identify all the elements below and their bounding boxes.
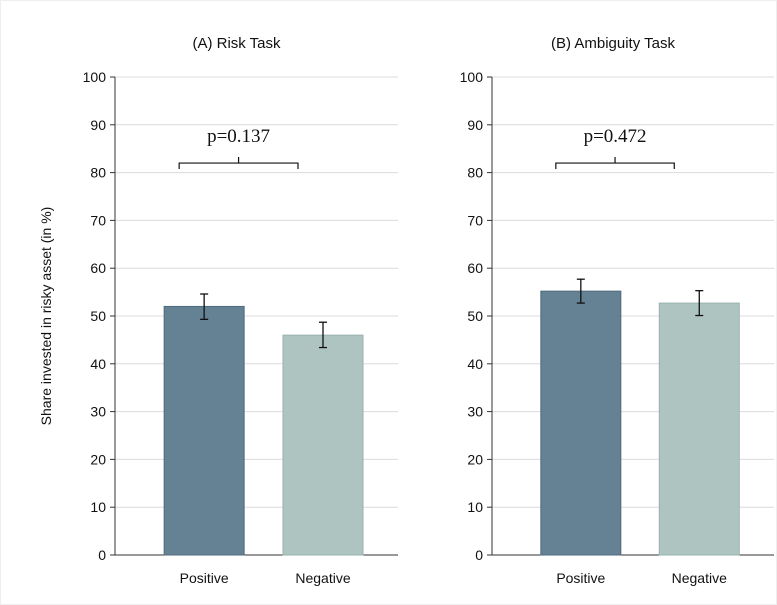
- panel-b-significance-bracket: [555, 157, 675, 170]
- panel-a-title: (A) Risk Task: [192, 35, 281, 52]
- panel-b-y-tick-label: 70: [467, 212, 483, 228]
- panel-a-category-label: Negative: [295, 570, 350, 586]
- panel-a-bar-positive: [163, 305, 245, 556]
- panel-b-y-tick-label: 30: [467, 404, 483, 420]
- panel-a-y-tick-label: 10: [90, 499, 106, 515]
- panel-b-y-tick-label: 40: [467, 356, 483, 372]
- panel-b-y-tick-label: 90: [467, 117, 483, 133]
- panel-a-significance-bracket: [178, 157, 299, 170]
- panel-a-y-tick-label: 60: [90, 260, 106, 276]
- panel-a-p-value: p=0.137: [207, 126, 270, 147]
- panel-a-y-tick-label: 0: [98, 547, 106, 563]
- panel-b-bar-negative: [658, 302, 740, 556]
- panel-b-y-tick-label: 10: [467, 499, 483, 515]
- panel-a-y-tick-label: 40: [90, 356, 106, 372]
- panel-b-y-tick-label: 80: [467, 165, 483, 181]
- panel-b-y-tick-label: 20: [467, 451, 483, 467]
- panel-a-bar-negative: [282, 334, 364, 556]
- panel-a-y-tick-label: 20: [90, 451, 106, 467]
- panel-b-y-tick-label: 0: [475, 547, 483, 563]
- panel-b-title: (B) Ambiguity Task: [551, 35, 675, 52]
- panel-a-y-tick-label: 80: [90, 165, 106, 181]
- panel-b-bar-positive: [540, 290, 622, 556]
- panel-a-y-tick-label: 50: [90, 308, 106, 324]
- panel-a-y-tick-label: 70: [90, 212, 106, 228]
- panel-a-category-label: Positive: [180, 570, 229, 586]
- panel-a-y-tick-label: 100: [83, 69, 107, 85]
- panel-b-category-label: Positive: [556, 570, 605, 586]
- panel-b-y-tick-label: 60: [467, 260, 483, 276]
- panel-b-y-tick-label: 100: [460, 69, 484, 85]
- panel-b-category-label: Negative: [672, 570, 727, 586]
- panel-b-y-tick-label: 50: [467, 308, 483, 324]
- panel-a-y-tick-label: 30: [90, 404, 106, 420]
- panel-b-p-value: p=0.472: [584, 126, 647, 147]
- panel-a-y-tick-label: 90: [90, 117, 106, 133]
- y-axis-label: Share invested in risky asset (in %): [38, 207, 54, 426]
